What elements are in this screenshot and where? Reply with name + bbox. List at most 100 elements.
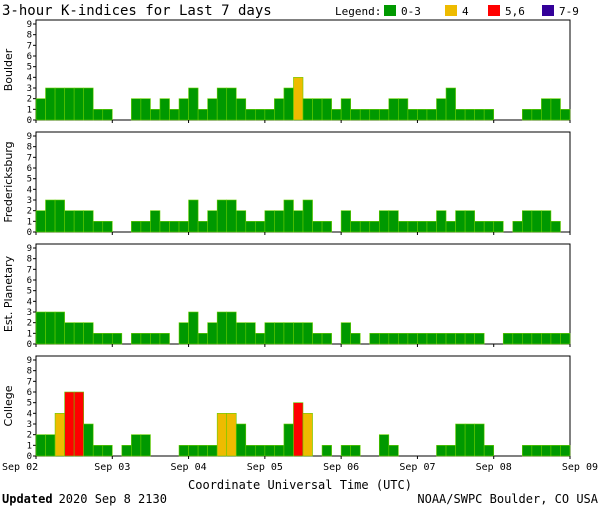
k-index-bar [131,434,142,457]
y-tick-label: 2 [27,95,32,105]
k-index-bar [293,322,304,345]
k-index-bar [398,221,409,233]
k-index-bar [169,221,180,233]
legend-entry-label: 5,6 [505,5,525,18]
k-index-bar [388,445,399,457]
k-index-bar [455,423,466,457]
k-index-bar [426,109,437,121]
legend-label: Legend: [335,5,381,18]
y-tick-label: 3 [27,84,32,94]
k-index-bar [178,322,189,345]
y-tick-label: 3 [27,196,32,206]
k-index-bar [83,210,94,233]
k-index-bar [426,333,437,345]
y-tick-label: 5 [27,63,32,73]
k-index-bar [369,221,380,233]
k-index-bar [541,445,552,457]
k-index-bar [436,210,447,233]
legend-entry: 5,6 [488,5,525,18]
k-index-bar [436,445,447,457]
y-tick-label: 0 [27,228,32,238]
k-index-bar [207,322,218,345]
k-index-bar [369,109,380,121]
y-tick-label: 0 [27,116,32,126]
y-tick-label: 8 [27,255,32,265]
x-tick-label: Sep 04 [171,462,207,473]
k-index-bar [54,413,65,457]
k-index-bar [417,109,428,121]
k-index-bar [226,87,237,121]
k-index-bar [283,423,294,457]
series-label: Fredericksburg [2,141,15,222]
k-index-bar [274,98,285,121]
y-tick-label: 9 [27,20,32,30]
x-tick-label: Sep 08 [476,462,512,473]
k-index-bar [178,221,189,233]
legend-entry-label: 4 [462,5,469,18]
x-tick-label: Sep 02 [2,462,38,473]
k-index-bar [54,87,65,121]
k-index-bar [293,77,304,121]
k-index-bar [359,109,371,121]
k-index-bar [312,98,323,121]
k-index-bar [531,445,542,457]
legend-entry: 7-9 [542,5,579,18]
series-label: Est. Planetary [2,255,15,332]
series-label: College [2,385,15,426]
k-index-bar [541,98,552,121]
x-tick-label: Sep 05 [247,462,283,473]
y-tick-label: 2 [27,431,32,441]
k-index-bar [464,109,475,121]
k-index-bar [417,333,428,345]
y-tick-label: 9 [27,244,32,254]
k-index-bar [73,87,84,121]
k-index-bar [235,98,247,121]
k-index-bar [207,98,218,121]
k-index-bar [216,87,228,121]
k-index-bar [312,221,323,233]
y-tick-label: 5 [27,287,32,297]
legend-swatch [542,5,554,16]
k-index-bar [464,210,475,233]
k-index-bar [188,311,199,345]
k-index-bar [45,434,56,457]
k-index-bar [102,109,113,121]
k-index-bar [35,434,46,457]
k-index-bar [378,333,390,345]
y-tick-label: 4 [27,73,32,83]
k-index-bar [188,87,199,121]
k-index-bar [64,210,75,233]
k-index-bar [474,109,485,121]
k-index-bar [340,210,351,233]
credit-text: NOAA/SWPC Boulder, CO USA [417,492,598,506]
y-tick-label: 3 [27,308,32,318]
k-index-bar [283,322,294,345]
k-index-bar [502,333,514,345]
k-index-bar [216,311,228,345]
k-index-bar [264,210,275,233]
k-index-bar [445,333,456,345]
k-index-bar [102,333,113,345]
k-index-bar [445,445,456,457]
k-index-bar [226,199,237,233]
k-index-bar [302,322,313,345]
k-index-bar [197,445,208,457]
k-index-bar [388,210,399,233]
k-index-bar [455,109,466,121]
k-index-bar [512,333,523,345]
k-index-bar [159,98,170,121]
y-tick-label: 5 [27,175,32,185]
y-tick-label: 5 [27,399,32,409]
updated-stamp: Updated 2020 Sep 8 2130 [2,492,167,506]
k-index-bar [398,98,409,121]
k-index-bar [340,445,351,457]
y-tick-label: 4 [27,297,32,307]
k-index-bar [560,333,571,345]
y-tick-label: 1 [27,105,32,115]
chart-title: 3-hour K-indices for Last 7 days [2,3,272,19]
y-tick-label: 0 [27,340,32,350]
k-index-bar [531,333,542,345]
k-index-bar [407,221,418,233]
